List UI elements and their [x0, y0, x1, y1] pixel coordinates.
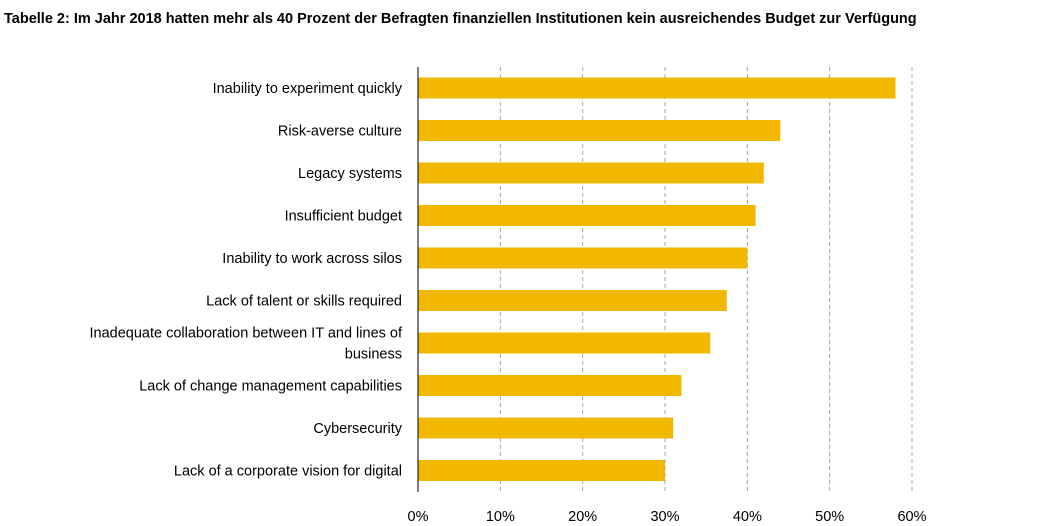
bar [418, 417, 674, 439]
category-label-line: Risk-averse culture [278, 124, 402, 140]
chart-title: Tabelle 2: Im Jahr 2018 hatten mehr als … [4, 11, 917, 27]
x-tick-label: 50% [815, 509, 844, 525]
x-tick-label: 10% [486, 509, 515, 525]
bar [418, 290, 727, 311]
bar [418, 77, 896, 99]
bar [418, 332, 711, 354]
x-tick-label: 0% [408, 509, 429, 525]
category-label: Inability to experiment quickly [213, 81, 403, 97]
category-label: Legacy systems [298, 166, 402, 182]
x-tick-label: 20% [568, 509, 597, 525]
category-label-line: Lack of a corporate vision for digital [174, 464, 402, 480]
category-label: Insufficient budget [285, 209, 402, 225]
bar [418, 120, 781, 141]
category-label-line: Cybersecurity [313, 421, 402, 437]
bar [418, 205, 756, 226]
category-label: Lack of talent or skills required [206, 294, 402, 310]
bar [418, 375, 682, 396]
category-label: Inadequate collaboration between IT and … [89, 326, 402, 363]
x-tick-label: 60% [897, 509, 926, 525]
category-label: Inability to work across silos [222, 251, 402, 267]
x-tick-label: 30% [650, 509, 679, 525]
category-label: Lack of change management capabilities [139, 379, 402, 395]
category-label-line: Inability to work across silos [222, 251, 402, 267]
bar [418, 162, 764, 184]
category-label-line: Inadequate collaboration between IT and … [89, 326, 402, 342]
x-tick-label: 40% [733, 509, 762, 525]
category-label-line: Inability to experiment quickly [213, 81, 403, 97]
category-label-line: Lack of talent or skills required [206, 294, 402, 310]
category-label-line: Legacy systems [298, 166, 402, 182]
category-label: Lack of a corporate vision for digital [174, 464, 402, 480]
bar [418, 460, 665, 481]
bar [418, 247, 748, 269]
category-label-line: business [345, 347, 402, 363]
category-label-line: Lack of change management capabilities [139, 379, 402, 395]
category-label: Risk-averse culture [278, 124, 402, 140]
category-label-line: Insufficient budget [285, 209, 402, 225]
category-label: Cybersecurity [313, 421, 402, 437]
